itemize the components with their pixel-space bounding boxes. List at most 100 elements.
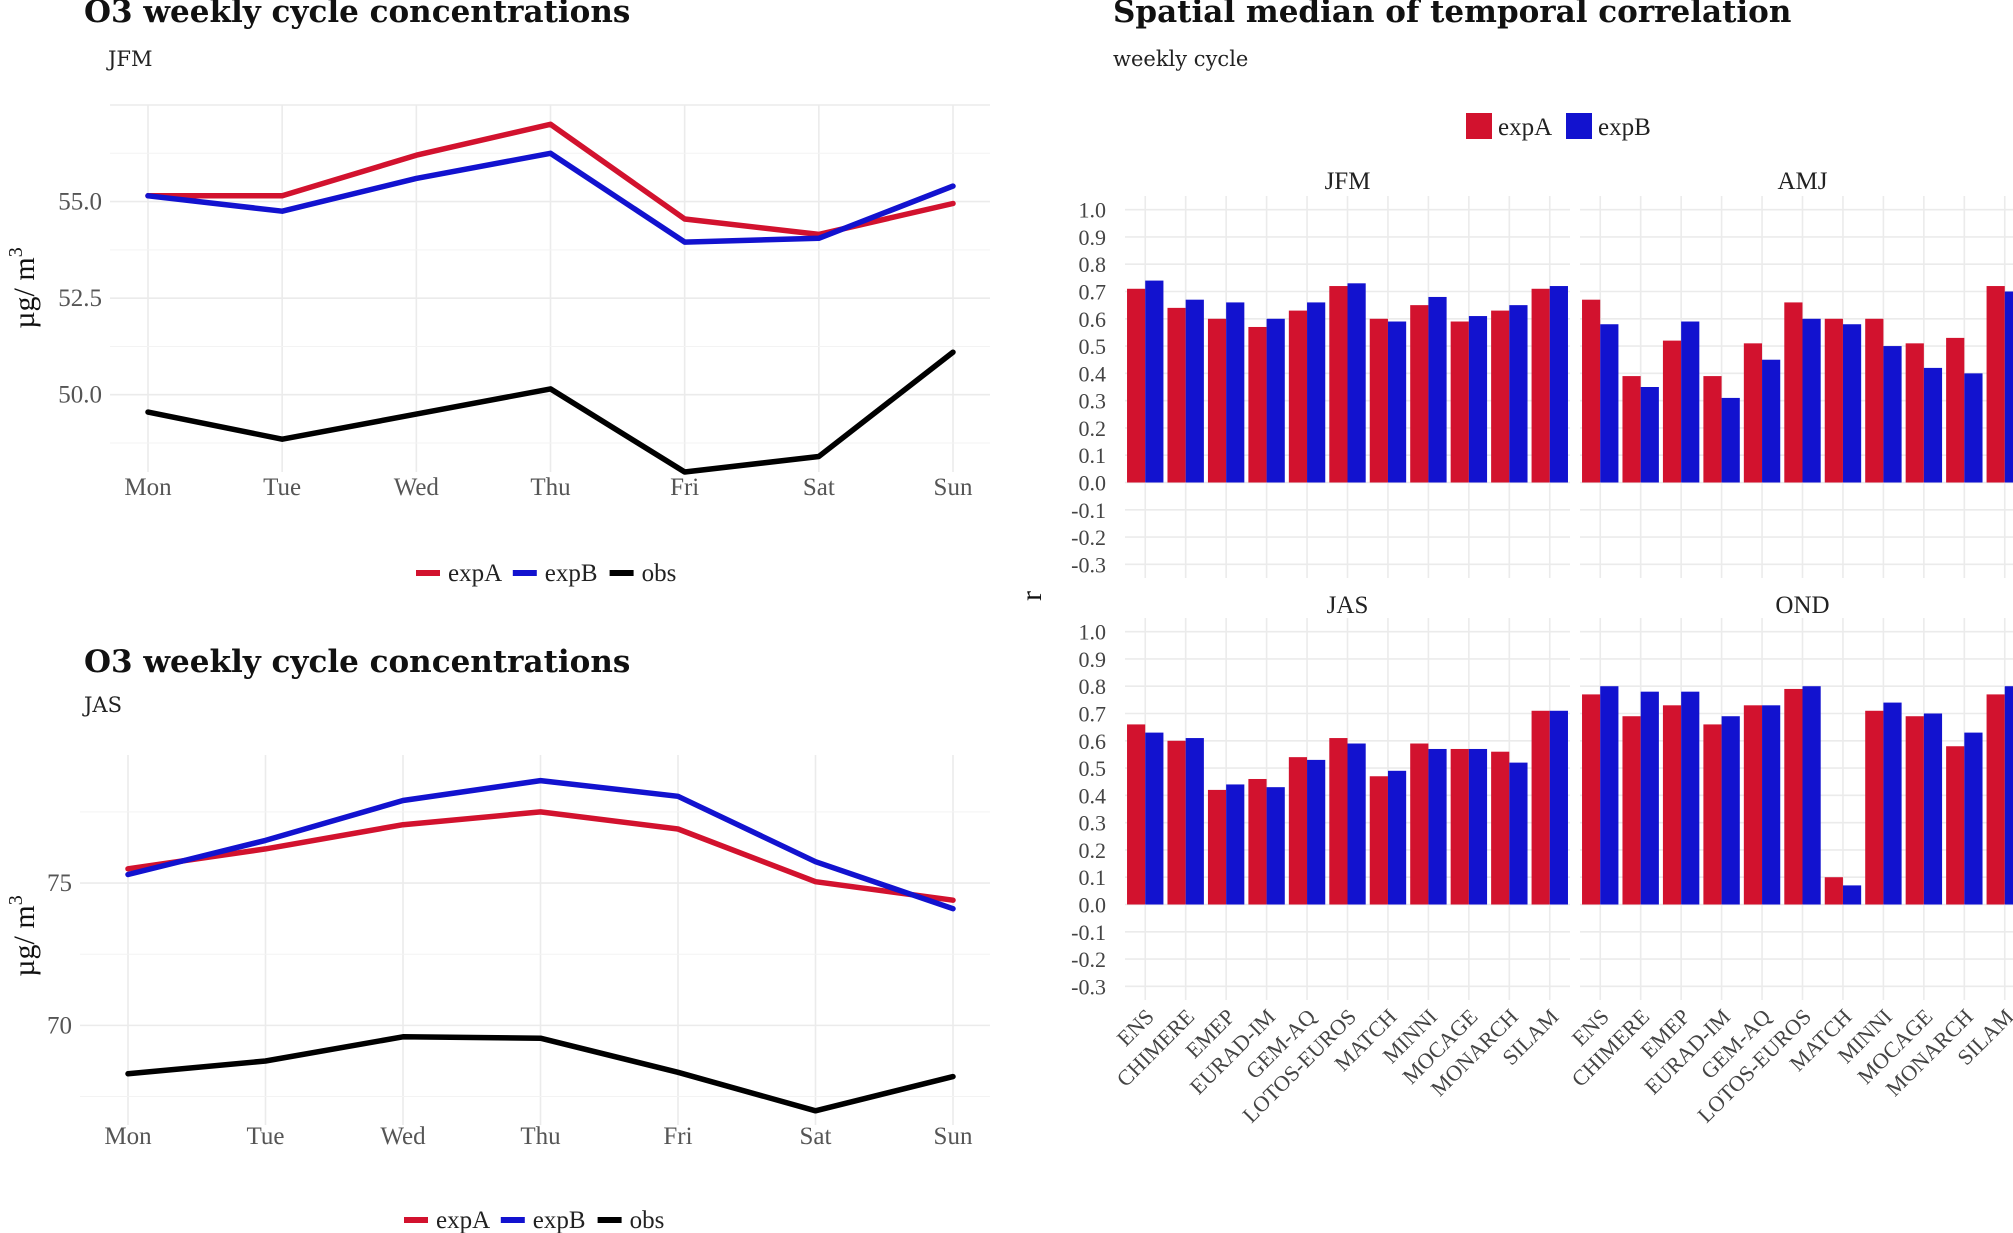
- bar-expB: [1600, 324, 1619, 483]
- x-tick-labels: Mon Tue Wed Thu Fri Sat Sun: [124, 474, 973, 501]
- bar-expB: [1509, 762, 1528, 905]
- bar-expA: [1824, 877, 1843, 905]
- bar-expB: [2004, 686, 2013, 905]
- x-tick-label: Tue: [247, 1123, 285, 1150]
- bar-expB: [1185, 738, 1204, 905]
- legend-label: expA: [448, 560, 502, 587]
- y-tick-label: -0.1: [1071, 920, 1106, 945]
- x-tick-label: Wed: [394, 474, 440, 501]
- y-tick-label: 0.6: [1079, 307, 1107, 332]
- bar-expA: [1450, 748, 1469, 905]
- bar-expA: [1865, 318, 1884, 483]
- bar-expA: [1703, 376, 1722, 483]
- x-tick-label: Sun: [934, 1123, 973, 1150]
- bar-expB: [1549, 710, 1568, 905]
- y-tick-label: 0.5: [1079, 334, 1107, 359]
- bar-expB: [2004, 291, 2013, 483]
- y-tick-label: -0.3: [1071, 974, 1106, 999]
- bar-expA: [1582, 694, 1601, 905]
- y-tick-labels: 50.0 52.5 55.0: [58, 189, 102, 409]
- series-line-expA: [125, 809, 956, 903]
- y-tick-label: 0.4: [1079, 361, 1107, 386]
- bar-expA: [1905, 343, 1924, 483]
- legend-label: obs: [642, 560, 677, 587]
- bar-expA: [1410, 305, 1429, 483]
- y-tick-label: 52.5: [58, 285, 102, 312]
- y-tick-label: -0.3: [1071, 552, 1106, 577]
- bar-expB: [1842, 324, 1862, 483]
- line-chart-jas: O3 weekly cycle concentrations JAS µg/ m…: [5, 644, 990, 1233]
- bar-expB: [1681, 691, 1700, 905]
- bar-expA: [1491, 751, 1510, 905]
- legend-label: expA: [1498, 114, 1552, 141]
- x-tick-labels: Mon Tue Wed Thu Fri Sat Sun: [104, 1123, 973, 1150]
- bar-expB: [1802, 318, 1821, 483]
- bar-expB: [1307, 759, 1326, 905]
- chart-title: Spatial median of temporal correlation: [1113, 0, 1791, 30]
- y-tick-label: 0.0: [1079, 471, 1107, 496]
- series-line-expA: [145, 121, 956, 238]
- bar-expB: [1883, 346, 1902, 483]
- y-tick-label: 0.6: [1079, 729, 1107, 754]
- series-lines: [145, 121, 956, 475]
- y-tick-label: 70: [47, 1012, 72, 1039]
- x-tick-label: Thu: [530, 474, 571, 501]
- y-tick-label: 0.2: [1079, 838, 1107, 863]
- bar-expB: [1802, 686, 1821, 905]
- y-tick-labels: 70 75: [47, 870, 72, 1039]
- bar-expA: [1167, 307, 1186, 483]
- y-tick-label: 1.0: [1079, 620, 1107, 645]
- bar-expA: [1986, 286, 2005, 483]
- y-tick-label: 50.0: [58, 382, 102, 409]
- y-tick-label: 0.7: [1079, 280, 1107, 305]
- bar-expB: [1185, 299, 1204, 483]
- y-tick-label: 0.3: [1079, 389, 1107, 414]
- gridlines: [110, 104, 990, 472]
- bar-expB: [1640, 691, 1659, 905]
- facet-strip-label: OND: [1775, 592, 1829, 619]
- bar-expB: [1266, 318, 1285, 483]
- bar-expA: [1450, 321, 1469, 483]
- bar-expB: [1964, 373, 1983, 483]
- bar-expA: [1531, 710, 1550, 905]
- x-tick-label: Fri: [663, 1123, 692, 1150]
- y-tick-label: 55.0: [58, 189, 102, 216]
- bar-expA: [1662, 705, 1682, 905]
- y-axis-label: µg/ m3: [5, 247, 41, 328]
- bar-expB: [1549, 286, 1568, 483]
- facet-strip-label: JAS: [1327, 592, 1369, 619]
- y-tick-label: 0.1: [1079, 443, 1107, 468]
- bar-expB: [1468, 748, 1488, 905]
- y-tick-label: 0.8: [1079, 674, 1107, 699]
- bar-expA: [1946, 746, 1965, 905]
- bar-expB: [1964, 732, 1983, 905]
- series-line-expB: [125, 777, 956, 912]
- y-tick-label: -0.1: [1071, 498, 1106, 523]
- bar-expB: [1721, 397, 1740, 483]
- facet-panel-amj: AMJ: [1580, 168, 2013, 578]
- bar-expA: [1662, 340, 1682, 483]
- bar-expA: [1167, 740, 1186, 905]
- x-tick-label: Thu: [520, 1123, 561, 1150]
- x-tick-label: Wed: [380, 1123, 426, 1150]
- legend-label: expB: [533, 1207, 586, 1233]
- chart-subtitle: JAS: [82, 693, 122, 717]
- facet-panel-jfm: JFM -0.3-0.2-0.10.0 0.10.20.3 0.40.50.60.7 0…: [1071, 168, 1570, 578]
- bar-expA: [1703, 724, 1722, 905]
- bar-expA: [1127, 724, 1146, 905]
- y-tick-label: -0.2: [1071, 947, 1106, 972]
- bar-expB: [1145, 280, 1164, 483]
- y-tick-label: 0.9: [1079, 647, 1107, 672]
- y-tick-label: 75: [47, 870, 72, 897]
- bar-expA: [1491, 310, 1510, 483]
- bar-expB: [1428, 296, 1447, 483]
- bar-expB: [1681, 321, 1700, 483]
- bar-expB: [1842, 885, 1862, 905]
- y-tick-label: 0.8: [1079, 252, 1107, 277]
- y-tick-label: 0.1: [1079, 865, 1107, 890]
- y-tick-label: -0.2: [1071, 525, 1106, 550]
- bar-expA: [1743, 705, 1763, 905]
- bar-expB: [1923, 367, 1943, 483]
- bar-expB: [1762, 359, 1781, 483]
- y-tick-label: 0.2: [1079, 416, 1107, 441]
